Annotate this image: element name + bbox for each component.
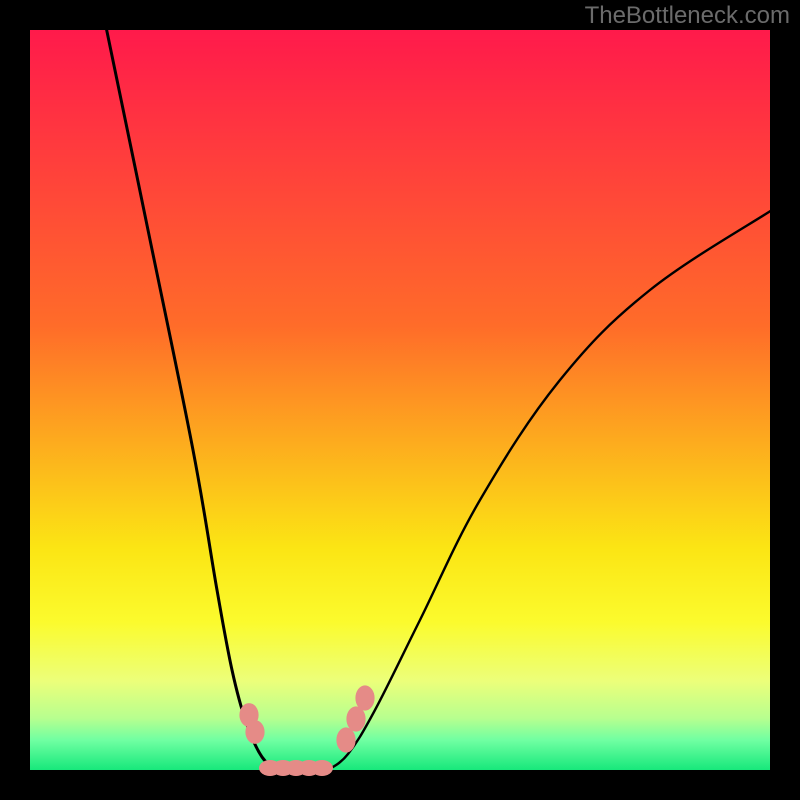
curve-layer [30, 30, 770, 770]
gradient-plot-area [30, 30, 770, 770]
data-bead [336, 727, 355, 752]
watermark-text: TheBottleneck.com [585, 2, 790, 30]
data-bead [355, 685, 374, 710]
data-bead [245, 720, 264, 744]
data-bead [311, 760, 333, 776]
chart-stage: TheBottleneck.com [0, 0, 800, 800]
data-beads-group [239, 685, 374, 776]
right-valley-curve [328, 210, 772, 770]
left-valley-curve [105, 22, 278, 770]
